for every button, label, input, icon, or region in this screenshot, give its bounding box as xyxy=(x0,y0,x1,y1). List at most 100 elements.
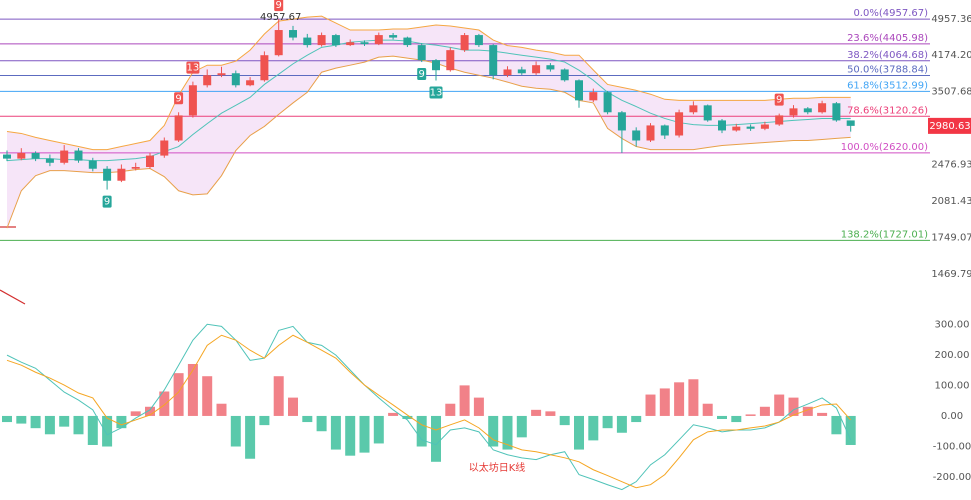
y-tick-label: 2476.93 xyxy=(931,160,971,171)
macd-bar xyxy=(817,412,828,416)
candle-body xyxy=(460,35,469,51)
signal-tag xyxy=(186,61,200,74)
fib-label: 61.8%(3512.99) xyxy=(847,80,928,91)
candle-body xyxy=(45,158,54,163)
macd-line xyxy=(6,334,852,489)
candle-body xyxy=(432,60,440,71)
candle-body xyxy=(532,65,541,74)
candle-body xyxy=(632,130,641,141)
candle-body xyxy=(703,105,712,121)
macd-bar xyxy=(788,397,799,416)
y-tick-label: 1469.79 xyxy=(931,269,971,280)
signal-tag-text: 13 xyxy=(187,63,200,74)
candle-body xyxy=(303,37,312,46)
macd-bar xyxy=(559,415,570,426)
y-tick-label: 2081.43 xyxy=(931,196,971,207)
candle-body xyxy=(403,37,412,46)
candle-body xyxy=(174,115,183,141)
macd-bar xyxy=(288,397,298,416)
candle-body xyxy=(146,155,154,168)
macd-bar xyxy=(416,415,427,447)
macd-bar xyxy=(30,415,41,429)
candle-body xyxy=(346,42,355,46)
macd-line xyxy=(6,323,852,491)
signal-tag xyxy=(174,92,184,105)
candle-body xyxy=(203,75,212,86)
y-tick-label: 200.00 xyxy=(935,350,970,361)
last-price-box xyxy=(928,117,971,134)
candle-body xyxy=(374,35,383,45)
candle-body xyxy=(317,35,326,46)
y-tick-label: 4957.36 xyxy=(931,14,971,25)
fib-label: 38.2%(4064.68) xyxy=(847,50,928,61)
macd-bar xyxy=(745,414,756,416)
y-tick-label: -100.00 xyxy=(933,442,971,453)
candle-body xyxy=(789,108,798,116)
macd-bar xyxy=(316,415,327,432)
signal-tag-text: 9 xyxy=(175,93,181,104)
candle-body xyxy=(760,124,769,129)
macd-bar xyxy=(431,415,441,462)
fib-label: 23.6%(4405.98) xyxy=(847,33,928,44)
macd-bar xyxy=(602,415,613,429)
macd-bar xyxy=(388,412,399,416)
candle-body xyxy=(331,35,340,46)
macd-bar xyxy=(502,415,513,450)
y-tick-label: 3507.68 xyxy=(931,87,971,98)
macd-bar xyxy=(674,382,685,416)
candle-body xyxy=(131,167,140,169)
candle-body xyxy=(246,80,255,86)
macd-bar xyxy=(545,411,556,416)
macd-bar xyxy=(588,415,599,441)
y-tick-label: 300.00 xyxy=(935,319,970,330)
macd-bar xyxy=(73,415,84,435)
candle-body xyxy=(188,85,197,116)
macd-bar xyxy=(16,415,27,424)
candle-body xyxy=(74,150,83,161)
macd-bar xyxy=(130,411,141,416)
fib-label: 0.0%(4957.67) xyxy=(853,8,928,19)
signal-tag xyxy=(417,68,427,81)
signal-tag xyxy=(102,195,112,208)
y-tick-label: 1749.07 xyxy=(931,233,971,244)
signal-tag xyxy=(429,86,443,99)
signal-tag-text: 9 xyxy=(276,0,282,11)
signal-tag-text: 9 xyxy=(776,95,782,106)
candle-body xyxy=(117,168,126,181)
signal-tag xyxy=(274,0,284,12)
last-price-label: 2980.63 xyxy=(929,121,970,132)
candle-body xyxy=(274,30,283,56)
signal-tag-text: 13 xyxy=(430,88,443,99)
macd-bar xyxy=(645,394,656,416)
macd-bar xyxy=(488,415,499,447)
signal-tag xyxy=(774,93,784,106)
candle-body xyxy=(732,126,741,131)
macd-bar xyxy=(688,379,699,416)
macd-bar xyxy=(359,415,370,453)
y-tick-label: 100.00 xyxy=(935,380,970,391)
macd-bar xyxy=(116,415,127,429)
band-fill xyxy=(7,16,851,229)
candle-body xyxy=(660,125,669,136)
candle-body xyxy=(746,126,755,129)
macd-bar xyxy=(330,415,341,450)
candle-body xyxy=(503,69,512,76)
macd-bar xyxy=(774,394,785,416)
macd-bar xyxy=(2,415,12,423)
candle-body xyxy=(603,92,612,113)
candle-body xyxy=(360,42,369,45)
fib-label: 78.6%(3120.26) xyxy=(847,105,928,116)
macd-bar xyxy=(731,415,742,423)
candle-body xyxy=(775,115,784,125)
macd-bar xyxy=(245,415,256,459)
candle-body xyxy=(689,105,698,113)
macd-bar xyxy=(445,403,456,416)
macd-bar xyxy=(173,373,184,416)
high-label: 4957.67 xyxy=(260,12,301,23)
macd-bar xyxy=(87,415,98,445)
macd-bar xyxy=(145,406,155,416)
candle-body xyxy=(217,73,226,76)
macd-bar xyxy=(159,391,170,416)
candle-body xyxy=(560,69,569,81)
